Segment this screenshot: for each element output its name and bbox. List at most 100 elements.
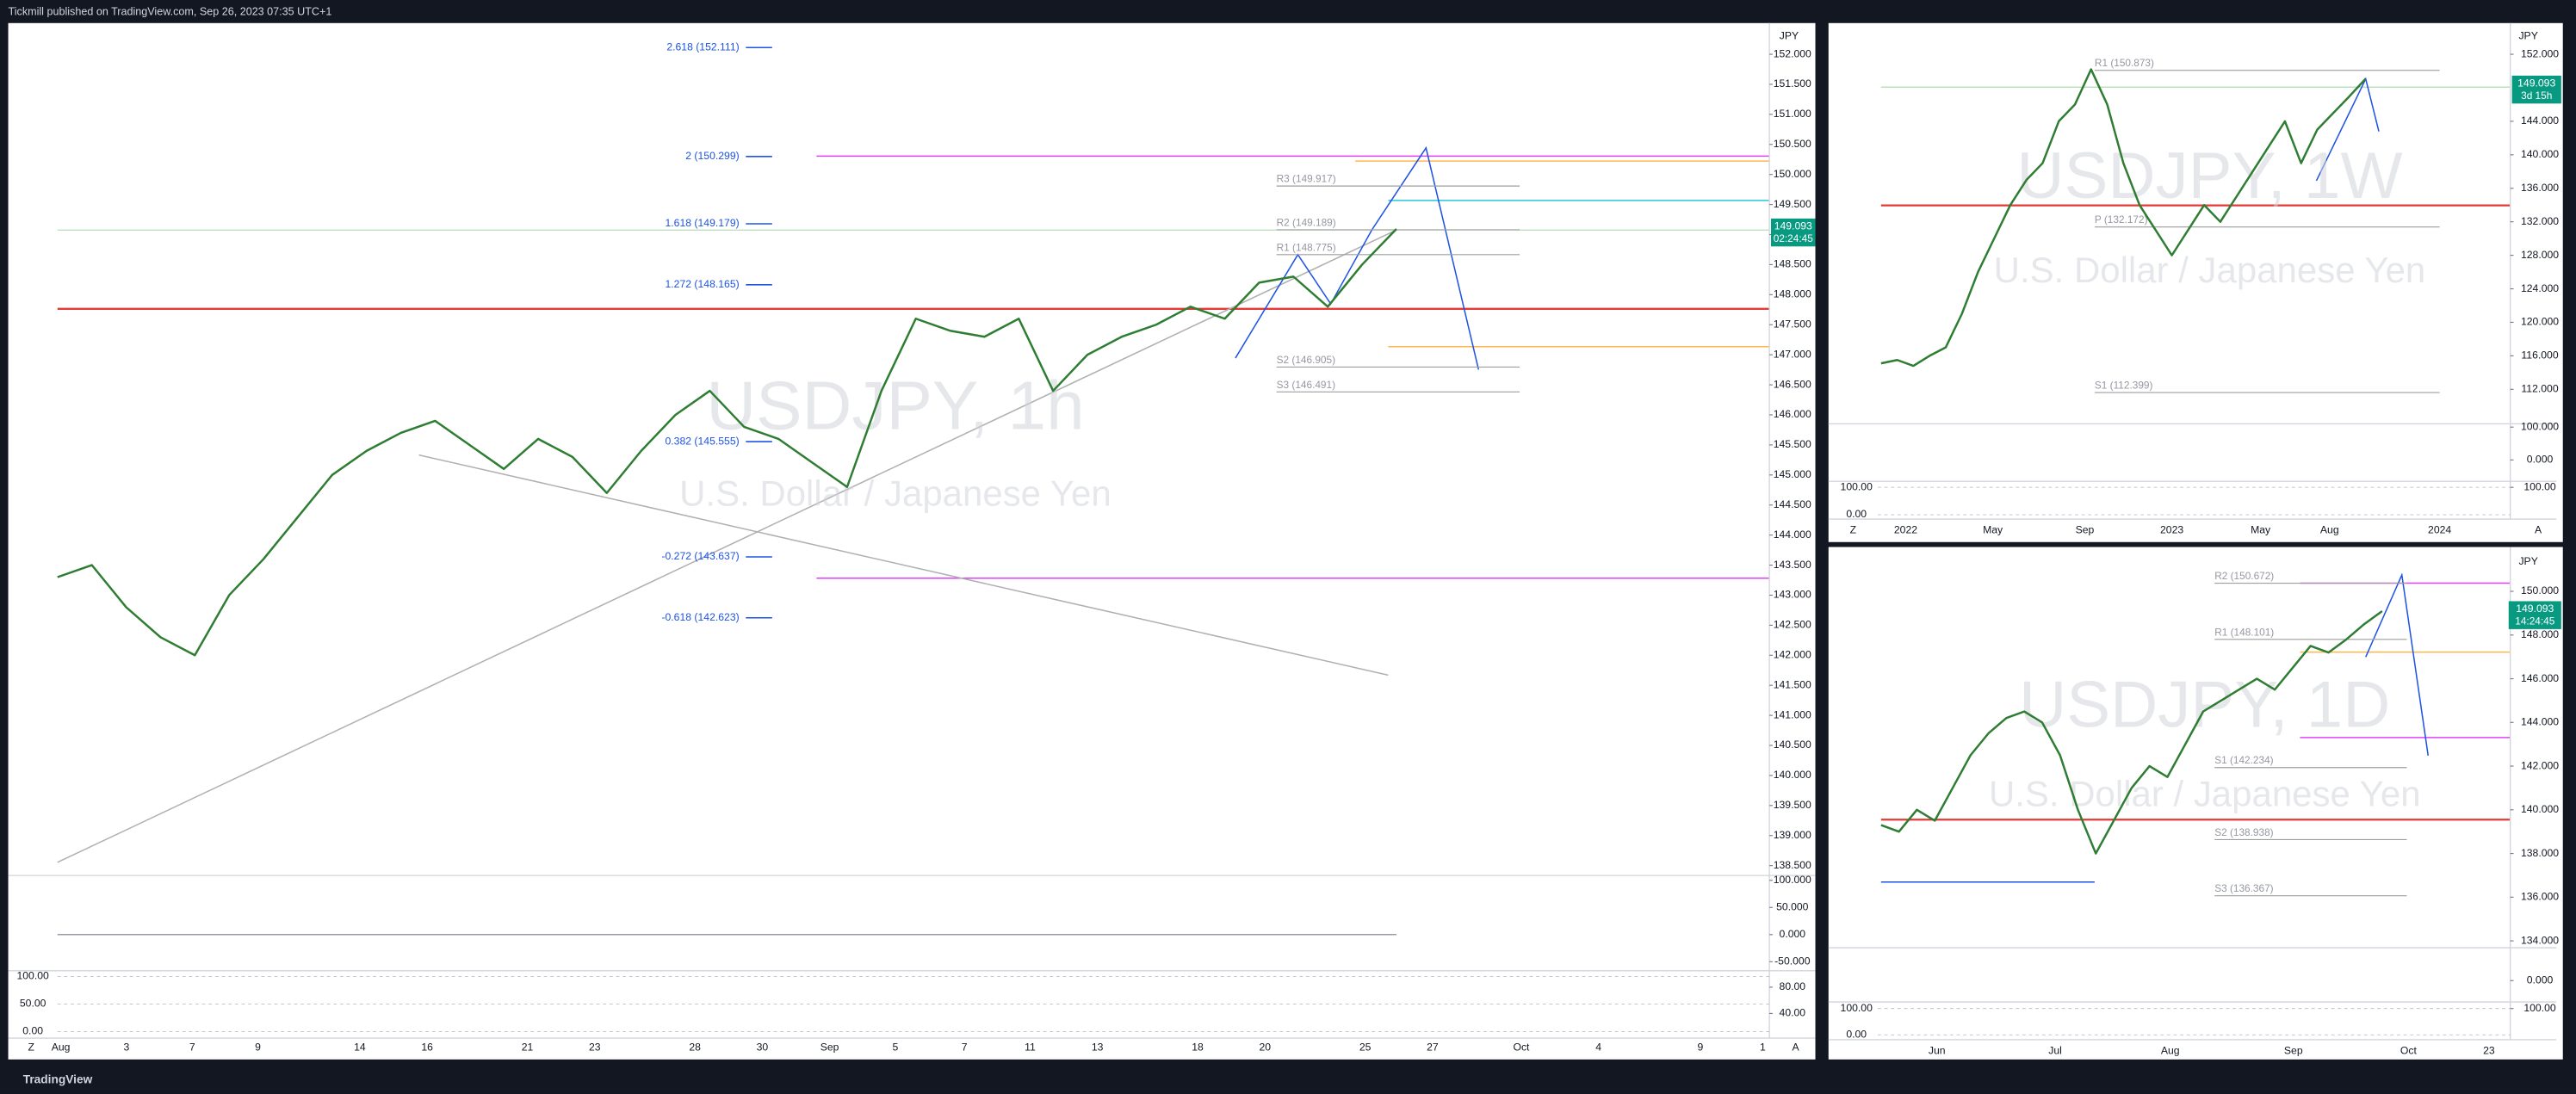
x-tick-label: 7 <box>189 1041 195 1054</box>
x-tick-label: 13 <box>1092 1041 1104 1054</box>
y-tick-label: 142.000 <box>2521 759 2559 771</box>
projection <box>2365 572 2430 756</box>
axis-button[interactable]: Z <box>1850 524 1857 536</box>
drawings <box>57 77 2511 936</box>
y-tick-label: 138.000 <box>2521 847 2559 859</box>
osc-tick-label: 0.000 <box>1780 928 1806 940</box>
y-tick-label: 150.500 <box>1774 138 1811 150</box>
currency-label: JPY <box>1780 29 1799 41</box>
osc-left-label: 0.00 <box>1846 508 1867 520</box>
last-price-badge <box>2511 75 2561 104</box>
y-tick-label: 124.000 <box>2521 282 2559 294</box>
fib-label: 2.618 (152.111) <box>666 41 739 53</box>
x-tick-label: Oct <box>2400 1045 2418 1057</box>
daily-panel <box>1828 547 2563 1060</box>
main-panel <box>8 22 1816 1060</box>
y-tick-label: 112.000 <box>2521 383 2558 395</box>
y-tick-label: 134.000 <box>2521 934 2559 946</box>
y-tick-label: 144.000 <box>1774 528 1811 541</box>
fib-label: 1.618 (149.179) <box>666 217 740 229</box>
x-tick-label: 16 <box>421 1041 433 1054</box>
y-tick-label: 145.000 <box>1774 468 1811 480</box>
last-price: 149.093 <box>1774 220 1812 232</box>
x-tick-label: 4 <box>1595 1041 1601 1054</box>
pivot-label: R2 (150.672) <box>2214 570 2274 582</box>
y-tick-label: 152.000 <box>1774 47 1811 59</box>
watermark-symbol: USDJPY, 1W <box>2016 139 2402 213</box>
y-tick-label: 148.000 <box>2521 628 2559 640</box>
pivot-label: P (132.172) <box>2095 213 2148 226</box>
x-tick-label: May <box>2251 524 2271 536</box>
x-tick-label: Aug <box>52 1041 71 1054</box>
fib-label: 0.382 (145.555) <box>666 435 740 447</box>
axis-button[interactable]: A <box>1793 1041 1800 1054</box>
watermark-symbol: USDJPY, 1D <box>2019 669 2390 742</box>
axis-button[interactable]: Z <box>28 1041 35 1054</box>
pivot-label: S2 (138.938) <box>2214 826 2273 838</box>
osc-tick-label: 100.00 <box>2523 480 2556 492</box>
currency-label: JPY <box>2518 555 2537 567</box>
y-tick-label: 148.500 <box>1774 258 1811 270</box>
osc-left-label: 100.00 <box>1841 1002 1873 1014</box>
y-tick-label: 145.500 <box>1774 438 1811 450</box>
x-tick-label: 9 <box>255 1041 261 1054</box>
osc-tick-label: 100.00 <box>2523 1002 2556 1014</box>
trend-line <box>57 229 1397 863</box>
y-tick-label: 142.000 <box>1774 648 1811 660</box>
pivot-label: R1 (148.101) <box>2214 626 2274 638</box>
pivot-label: S1 (142.234) <box>2214 754 2273 766</box>
watermark-symbol: USDJPY, 1h <box>706 366 1084 443</box>
projection <box>1235 145 1480 370</box>
y-tick-label: 151.500 <box>1774 77 1811 90</box>
x-tick-label: 23 <box>589 1041 601 1054</box>
pivot-label: S1 (112.399) <box>2095 380 2153 392</box>
y-tick-label: 143.000 <box>1774 589 1811 601</box>
pivot-label: S3 (146.491) <box>1277 379 1335 391</box>
fib-label: -0.618 (142.623) <box>661 611 739 623</box>
publisher-note: Tickmill published on TradingView.com, S… <box>9 6 332 18</box>
osc-tick-label: 40.00 <box>1780 1007 1806 1019</box>
pivot-label: S3 (136.367) <box>2214 882 2273 894</box>
y-tick-label: 149.500 <box>1774 198 1811 210</box>
currency-label: JPY <box>2518 29 2537 41</box>
x-tick-label: 5 <box>893 1041 899 1054</box>
axis-button[interactable]: A <box>2535 524 2542 536</box>
x-tick-label: 20 <box>1259 1041 1271 1054</box>
x-tick-label: Sep <box>2284 1045 2303 1057</box>
osc-tick-label: 0.000 <box>2527 973 2554 986</box>
pivot-label: R1 (148.775) <box>1277 241 1336 253</box>
y-tick-label: 139.000 <box>1774 829 1811 841</box>
y-tick-label: 141.000 <box>1774 708 1811 720</box>
osc-left-label: 100.00 <box>16 970 49 982</box>
osc-tick-label: 50.000 <box>1776 901 1809 913</box>
x-tick-label: 18 <box>1192 1041 1204 1054</box>
osc-tick-label: 100.000 <box>1774 874 1811 886</box>
y-tick-label: 147.500 <box>1774 318 1811 330</box>
bar-countdown: 3d 15h <box>2521 90 2552 102</box>
price-line <box>1880 68 2367 368</box>
y-tick-label: 148.000 <box>1774 288 1811 300</box>
content: Tickmill published on TradingView.com, S… <box>9 6 2561 1085</box>
x-tick-label: 27 <box>1427 1041 1439 1054</box>
weekly-panel <box>1828 22 2563 542</box>
osc-left-label: 50.00 <box>20 998 46 1010</box>
x-tick-label: 2022 <box>1894 524 1917 536</box>
watermark-description: U.S. Dollar / Japanese Yen <box>1994 250 2426 290</box>
y-tick-label: 150.000 <box>2521 584 2559 596</box>
y-tick-label: 151.000 <box>1774 108 1811 120</box>
x-tick-label: 21 <box>522 1041 534 1054</box>
pivot-label: S2 (146.905) <box>1277 354 1335 366</box>
fib-label: 1.272 (148.165) <box>666 278 740 290</box>
y-tick-label: 128.000 <box>2521 249 2559 261</box>
osc-tick-label: 80.00 <box>1780 980 1806 992</box>
osc-tick-label: 100.000 <box>2521 420 2559 432</box>
x-tick-label: Oct <box>1513 1041 1530 1054</box>
pivot-label: R1 (150.873) <box>2095 57 2154 69</box>
trend-line <box>418 454 1389 677</box>
price-line <box>57 228 1397 657</box>
y-tick-label: 146.500 <box>1774 378 1811 390</box>
last-price-badge <box>1771 218 1816 247</box>
y-tick-label: 139.500 <box>1774 799 1811 811</box>
